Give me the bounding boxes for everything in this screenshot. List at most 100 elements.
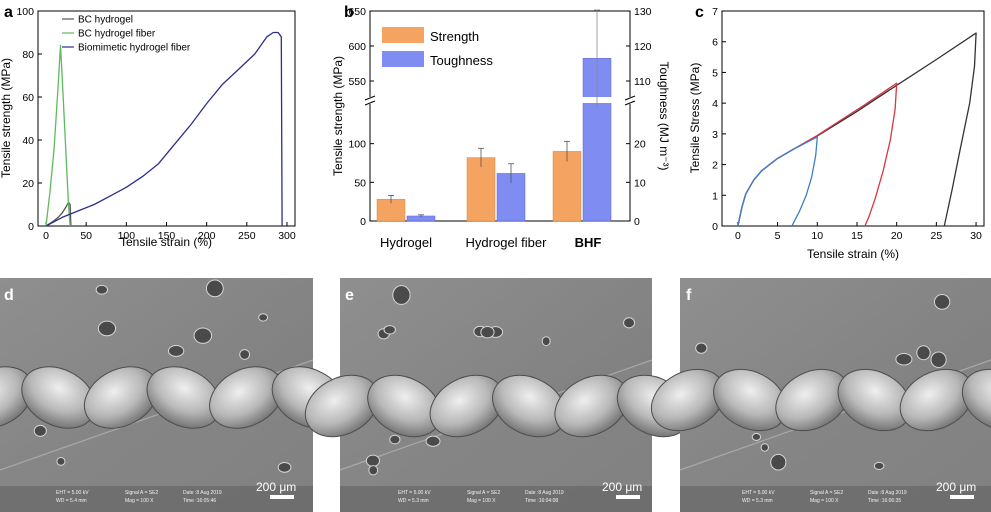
category-label-bhf: BHF [575, 235, 602, 250]
sem-info-e-3: Mag = 100 X [467, 498, 496, 504]
y-tick-label-c: 7 [712, 6, 718, 18]
series-line-c-2 [737, 136, 818, 227]
y-axis-title-b: Tensile strength (MPa) [331, 56, 345, 176]
x-tick-label-c: 20 [891, 230, 903, 242]
series-line-a-2 [45, 31, 283, 227]
sem-pore-0 [56, 457, 66, 466]
y-tick-label-c: 5 [712, 67, 718, 79]
series-line-c-0 [737, 32, 977, 227]
axes-b: 0 50 100 550 600 650 0 10 20 110 120 130 [348, 6, 651, 228]
x-tick-label-a: 200 [198, 230, 216, 242]
y2-tick-label-b: 120 [634, 41, 652, 53]
x-tick-label-c: 25 [931, 230, 943, 242]
sem-pore-2 [930, 351, 947, 368]
x-tick-label-a: 100 [118, 230, 136, 242]
x-tick-label-a: 150 [158, 230, 176, 242]
legend-swatch-strength [382, 27, 424, 43]
axis-break-left-mark-1 [364, 95, 376, 101]
axis-break-right-mark-1 [624, 95, 636, 101]
y-tick-label-a: 60 [22, 92, 34, 104]
sem-info-e-5: Time :16:04:08 [525, 498, 558, 504]
sem-info-d-5: Time :16:05:46 [183, 498, 216, 504]
axes-c: 0 5 10 15 20 25 30 0 1 2 3 4 5 6 7 [712, 6, 982, 242]
x-axis-title-a: Tensile strain (%) [120, 235, 212, 249]
panel-letter-e: e [345, 287, 354, 304]
bar-strength-1 [466, 157, 496, 222]
sem-info-d-2: Signal A = SE2 [125, 490, 158, 496]
y2-tick-label-b: 20 [634, 139, 646, 151]
x-tick-label-c: 5 [775, 230, 781, 242]
y-tick-label-a: 100 [16, 6, 34, 18]
x-axis-title-c: Tensile strain (%) [807, 247, 899, 261]
y-tick-label-b: 650 [348, 6, 366, 18]
sem-pore-0 [167, 345, 185, 357]
y-tick-label-c: 3 [712, 129, 718, 141]
x-tick-label-a: 300 [278, 230, 296, 242]
sem-pore-1 [365, 454, 380, 467]
scale-bar-d [270, 495, 294, 499]
sem-pore-1 [425, 435, 441, 447]
y2-axis-title-b: Toughness (MJ m⁻³) [657, 61, 671, 170]
axis-break-left-mark-2 [364, 100, 376, 106]
sem-pore-1 [389, 434, 401, 445]
sem-panel-f [651, 278, 991, 512]
y2-tick-label-b: 0 [634, 216, 640, 228]
axis-break-right-gap [624, 97, 636, 104]
x-tick-label-a: 0 [43, 230, 49, 242]
x-tick-label-a: 50 [80, 230, 92, 242]
scale-bar-f [950, 495, 974, 499]
y-tick-label-b: 550 [348, 76, 366, 88]
y-tick-label-c: 2 [712, 160, 718, 172]
legend-label-bc-hydrogel: BC hydrogel [78, 15, 133, 26]
sem-info-f-3: Mag = 100 X [810, 498, 839, 504]
sem-pore-2 [770, 453, 787, 471]
sem-info-f-0: EHT = 5.00 kV [742, 490, 775, 496]
sem-info-f-4: Date :8 Aug 2019 [868, 490, 907, 496]
legend-label-bc-hydrogel-fiber: BC hydrogel fiber [78, 29, 156, 40]
y2-tick-label-b: 110 [634, 76, 651, 88]
x-tick-label-c: 15 [851, 230, 863, 242]
sem-info-e-1: WD = 5.3 mm [398, 498, 429, 504]
category-label-hydrogel: Hydrogel [380, 235, 432, 250]
y-tick-label-c: 0 [712, 221, 718, 233]
sem-pore-1 [623, 317, 636, 329]
y-tick-label-c: 6 [712, 37, 718, 49]
bar-strength-2 [552, 151, 582, 222]
y-tick-label-b: 600 [348, 41, 366, 53]
y-tick-label-b: 50 [354, 177, 366, 189]
panel-letter-f: f [686, 287, 692, 304]
sem-pore-2 [895, 353, 913, 366]
axis-break-left-gap [364, 97, 376, 104]
sem-pore-2 [695, 342, 708, 354]
y-axis-title-c: Tensile Stress (MPa) [688, 63, 702, 174]
sem-pore-0 [277, 461, 292, 473]
y2-tick-label-b: 130 [634, 6, 652, 18]
y2-tick-label-b: 10 [634, 177, 646, 189]
x-tick-label-c: 10 [811, 230, 823, 242]
scale-bar-e [616, 495, 640, 499]
panel-letter-b: b [344, 4, 354, 21]
y-tick-label-c: 4 [712, 98, 718, 110]
sem-pore-0 [258, 313, 269, 322]
sem-pore-0 [239, 349, 251, 360]
sem-pore-0 [97, 320, 117, 337]
panel-letter-c: c [695, 4, 704, 21]
legend-label-strength: Strength [430, 29, 479, 44]
y-tick-label-b: 0 [360, 216, 366, 228]
y-tick-label-a: 40 [22, 135, 34, 147]
legend-label-toughness: Toughness [430, 53, 493, 68]
sem-info-strip-0 [0, 486, 313, 512]
sem-pore-2 [933, 294, 951, 310]
scale-bar-label-e: 200 μm [602, 480, 642, 494]
sem-pore-1 [383, 325, 396, 335]
x-tick-label-c: 0 [735, 230, 741, 242]
sem-pore-2 [916, 345, 931, 361]
series-c [737, 32, 977, 227]
sem-pore-0 [95, 284, 109, 295]
y-axis-title-a: Tensile strength (MPa) [0, 58, 13, 178]
scale-bar-label-f: 200 μm [936, 480, 976, 494]
y-tick-label-a: 20 [22, 178, 34, 190]
bars-b [376, 9, 612, 222]
panel-a: a 0 50 100 150 200 250 300 0 20 40 60 80 100 Tensile… [0, 4, 296, 249]
